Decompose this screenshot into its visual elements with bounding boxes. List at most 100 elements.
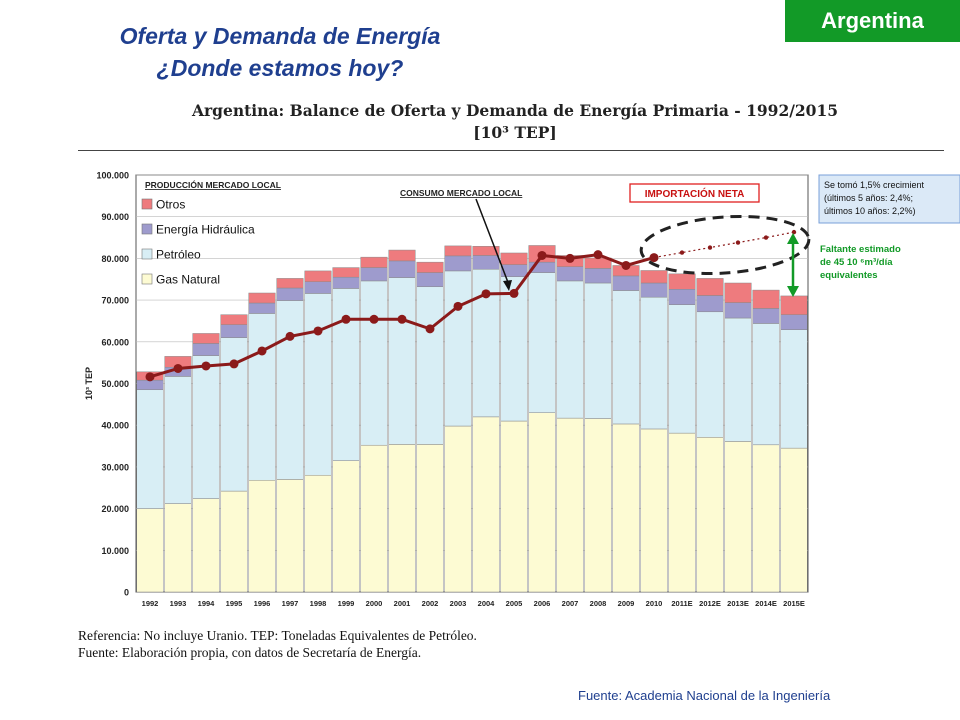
bar-segment [696,311,724,438]
x-tick-label: 1998 [310,599,327,608]
bar-segment [304,474,332,593]
annotation-layer: CONSUMO MERCADO LOCAL IMPORTACIÓN NETA Se … [400,174,960,297]
y-tick-label: 40.000 [101,421,129,431]
bar-segment [752,323,780,446]
consumption-point [145,372,155,382]
projection-point [735,240,741,245]
country-tag: Argentina [785,0,960,42]
projection-point [679,250,685,255]
x-tick-label: 2003 [450,599,467,608]
bar-segment [780,329,808,449]
bar-segment [276,300,304,480]
bar-segment [360,256,388,268]
bar-segment [332,460,360,593]
bar-segment [668,304,696,434]
x-tick-label: 2011E [671,599,692,608]
legend-label: Otros [156,198,185,212]
bar-segment [612,290,640,425]
bar-segment [780,314,808,330]
bar-segment [136,389,164,509]
faltante-arrowhead-bottom [787,286,799,297]
chart-title: Argentina: Balance de Oferta y Demanda d… [191,101,839,120]
bar-segment [164,376,192,504]
chart-title-block: Argentina: Balance de Oferta y Demanda d… [150,100,880,144]
bar-segment [640,428,668,593]
bar-segment [724,317,752,442]
x-tick-label: 2015E [783,599,805,608]
bar-segment [248,302,276,314]
bar-segment [500,420,528,593]
bar-segment [360,267,388,282]
bar-segment [696,295,724,313]
bar-segment [556,280,584,419]
consumption-point [397,314,407,324]
bar-segment [416,444,444,593]
bar-segment [220,324,248,338]
bar-segment [472,416,500,593]
faltante-line: Faltante estimado [820,244,901,255]
bar-segment [220,314,248,325]
y-tick-label: 0 [124,588,129,598]
bar-segment [724,282,752,303]
faltante-line: equivalentes [820,270,878,281]
bar-segment [724,302,752,319]
legend-label: Gas Natural [156,273,220,287]
bar-segment [640,296,668,430]
x-tick-label: 1997 [282,599,299,608]
x-tick-label: 1992 [142,599,159,608]
bar-segment [192,333,220,344]
bar-segment [416,261,444,273]
bar-segment [780,447,808,593]
consumption-line-layer [145,229,797,382]
y-tick-label: 90.000 [101,212,129,222]
slide-title: Oferta y Demanda de Energía ¿Donde estam… [70,20,490,84]
bar-segment [276,287,304,301]
bar-segment [444,270,472,427]
legend-label: Energía Hidráulica [156,223,255,237]
bar-segment [304,281,332,294]
consumption-point [593,250,603,260]
bar-segment [668,289,696,305]
bar-segment [696,278,724,296]
y-tick-label: 80.000 [101,254,129,264]
bars-layer [136,245,808,593]
projection-point [707,245,713,250]
bar-segment [668,273,696,290]
bar-segment [136,379,164,391]
bar-segment [388,260,416,278]
bar-segment [752,289,780,309]
importacion-box [629,183,760,203]
bar-segment [388,444,416,593]
consumption-point [341,314,351,324]
note-fuente: Fuente: Elaboración propia, con datos de… [78,645,422,660]
consumption-point [509,288,519,298]
bar-segment [612,423,640,593]
x-tick-label: 2010 [646,599,663,608]
legend-title: PRODUCCIÓN MERCADO LOCAL [145,179,281,190]
y-tick-label: 10.000 [101,546,129,556]
y-tick-label: 20.000 [101,504,129,514]
bar-segment [472,255,500,270]
bar-segment [276,479,304,593]
bar-segment [528,272,556,413]
x-tick-label: 1993 [170,599,187,608]
axis-layer: 0 10.000 20.000 30.000 40.000 50.000 60.000 70.… [84,171,805,609]
x-tick-label: 2013E [727,599,749,608]
bar-segment [360,280,388,446]
projection-line [653,231,795,259]
y-tick-label: 100.000 [96,171,129,181]
bar-segment [444,255,472,272]
energy-balance-chart: 0 10.000 20.000 30.000 40.000 50.000 60.000 70.… [84,171,960,609]
legend-swatch [141,248,153,260]
bar-segment [780,295,808,315]
x-tick-label: 1995 [226,599,243,608]
y-tick-label: 60.000 [101,337,129,347]
y-axis-label: 10³ TEP [84,367,94,400]
x-tick-label: 1999 [338,599,355,608]
bar-segment [360,444,388,593]
consumption-point [285,331,295,341]
x-tick-label: 1994 [198,599,216,608]
x-tick-label: 2007 [562,599,579,608]
bar-segment [416,286,444,445]
bar-segment [304,270,332,283]
